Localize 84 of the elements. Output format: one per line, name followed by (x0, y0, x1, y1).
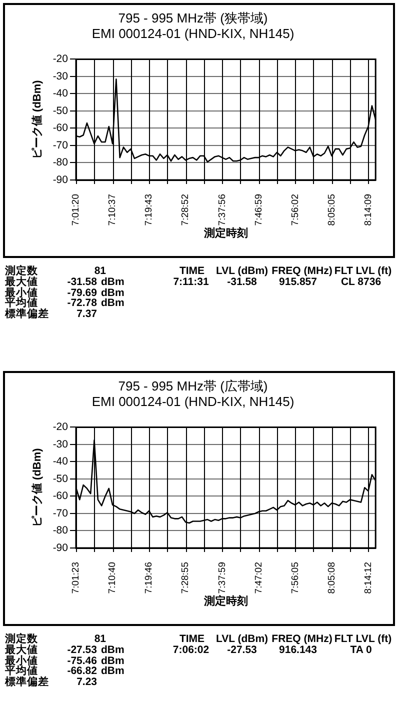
text: -31.58 (67, 276, 97, 288)
y-tick-label: -70 (52, 139, 68, 152)
text: 7.23 (76, 676, 97, 688)
text: TIME (179, 633, 205, 645)
y-tick-label: -90 (52, 174, 68, 186)
y-axis-title: ピーク値 (dBm) (30, 80, 44, 160)
text: 916.143 (279, 644, 317, 656)
y-tick-label: -80 (52, 524, 68, 537)
x-tick-label: 7:28:55 (180, 562, 192, 594)
y-tick-label: -20 (52, 53, 68, 66)
x-tick-label: 7:56:05 (290, 562, 301, 594)
y-tick-label: -50 (52, 472, 68, 485)
x-tick-label: 7:56:02 (290, 194, 301, 226)
text: 測定数 (5, 265, 38, 277)
y-tick-label: -90 (52, 542, 68, 554)
x-tick-label: 7:10:40 (107, 562, 118, 594)
y-tick-label: -70 (52, 507, 68, 520)
text: dBm (101, 644, 124, 656)
chart-title: 795 - 995 MHz帯 (狭帯域) (118, 10, 268, 26)
y-tick-label: -30 (52, 70, 68, 82)
text: -75.46 (67, 654, 97, 667)
text: 7:11:31 (173, 276, 209, 288)
x-tick-label: 8:05:05 (326, 194, 338, 226)
x-tick-label: 7:28:52 (180, 194, 192, 226)
x-tick-label: 7:46:59 (253, 194, 264, 226)
x-tick-label: 7:37:59 (216, 562, 228, 594)
chart-title: 795 - 995 MHz帯 (広帯域) (118, 378, 268, 394)
y-tick-label: -40 (52, 456, 68, 468)
text: dBm (101, 654, 124, 667)
y-tick-label: -60 (52, 490, 68, 502)
text: dBm (101, 297, 124, 310)
text: 標準偏差 (5, 676, 49, 688)
text: 最大値 (5, 276, 38, 288)
text: -72.78 (67, 297, 97, 310)
text: CL 8736 (340, 276, 382, 288)
text: dBm (101, 665, 124, 678)
x-tick-label: 7:19:46 (144, 562, 155, 594)
text: LVL (dBm) (216, 633, 268, 645)
text: LVL (dBm) (216, 265, 268, 277)
y-tick-label: -30 (52, 438, 68, 450)
chart-subtitle: EMI 000124-01 (HND-KIX, NH145) (92, 394, 294, 409)
y-tick-label: -40 (52, 88, 68, 100)
y-tick-label: -20 (52, 421, 68, 434)
text: TIME (179, 265, 205, 277)
x-tick-label: 7:01:20 (70, 194, 82, 226)
text: -79.69 (67, 286, 97, 299)
text: TA 0 (350, 644, 372, 656)
y-tick-label: -80 (52, 156, 68, 169)
text: FREQ (MHz) (272, 265, 332, 277)
x-tick-label: 8:05:08 (326, 562, 338, 594)
text: 81 (94, 265, 106, 277)
x-axis-title: 測定時刻 (202, 594, 248, 608)
text: 標準偏差 (5, 308, 49, 320)
chart-subtitle: EMI 000124-01 (HND-KIX, NH145) (92, 26, 294, 41)
text: FLT LVL (ft) (334, 633, 392, 645)
text: 最小値 (5, 654, 38, 667)
text: -31.58 (227, 276, 257, 288)
text: 81 (94, 633, 106, 645)
text: 7:06:02 (172, 644, 210, 656)
x-axis-title: 測定時刻 (202, 226, 248, 240)
y-tick-label: -50 (52, 104, 68, 117)
text: -27.53 (67, 644, 97, 656)
x-tick-label: 7:01:23 (70, 562, 82, 594)
text: -27.53 (227, 644, 257, 656)
text: FLT LVL (ft) (334, 265, 392, 277)
text: FREQ (MHz) (272, 633, 332, 645)
text: dBm (101, 276, 124, 288)
x-tick-label: 8:14:09 (362, 194, 374, 226)
x-tick-label: 8:14:12 (362, 562, 374, 594)
text: 7.37 (76, 308, 97, 320)
text: 915.857 (279, 276, 317, 288)
x-tick-label: 7:37:56 (216, 194, 228, 226)
text: 平均値 (5, 297, 38, 310)
x-tick-label: 7:19:43 (144, 194, 155, 226)
text: dBm (101, 286, 124, 299)
text: 最小値 (5, 286, 38, 299)
text: 平均値 (5, 665, 38, 678)
y-axis-title: ピーク値 (dBm) (30, 448, 44, 528)
text: 最大値 (5, 644, 38, 656)
x-tick-label: 7:47:02 (253, 562, 264, 594)
x-tick-label: 7:10:37 (107, 194, 118, 226)
y-tick-label: -60 (52, 122, 68, 134)
text: -66.82 (67, 665, 97, 678)
text: 測定数 (5, 633, 38, 645)
